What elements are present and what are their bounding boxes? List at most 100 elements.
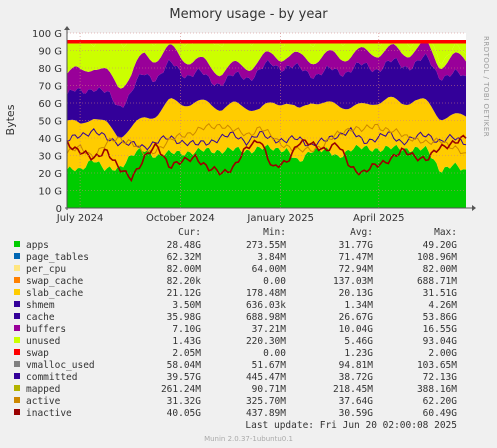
legend-swatch [14,241,20,247]
legend-value: 1.43G [172,336,201,347]
legend-label: mapped [26,384,60,395]
legend-swatch [14,337,20,343]
legend-label: inactive [26,408,72,419]
line-committed [66,126,467,151]
legend-label: swap_cache [26,276,83,287]
legend-value: 53.86G [423,312,458,323]
legend-value: 93.04G [423,336,458,347]
legend-label: unused [26,336,60,347]
legend-value: 437.89M [246,408,286,419]
legend-label: apps [26,240,49,251]
legend-value: 3.84M [257,252,286,263]
x-tick-label: April 2025 [353,213,404,224]
legend-value: 31.51G [423,288,458,299]
legend-value: 2.00G [428,348,457,359]
x-axis-arrow [472,205,476,211]
legend-value: 28.48G [167,240,202,251]
legend-value: 261.24M [161,384,201,395]
legend-value: 62.20G [423,396,458,407]
legend-swatch [14,265,20,271]
area-unused [67,40,466,89]
legend-column-header: Cur: [178,227,201,238]
legend-value: 325.70M [246,396,286,407]
legend-swatch [14,361,20,367]
legend-value: 37.21M [252,324,287,335]
legend-value: 7.10G [172,324,201,335]
last-update: Last update: Fri Jun 20 02:00:08 2025 [245,420,457,431]
legend-swatch [14,373,20,379]
legend-column-header: Avg: [350,227,373,238]
y-tick-label: 30 G [38,152,62,163]
legend-value: 688.71M [417,276,457,287]
legend-swatch [14,385,20,391]
legend-value: 10.04G [339,324,374,335]
legend-value: 273.55M [246,240,286,251]
legend-value: 1.23G [344,348,373,359]
y-tick-label: 70 G [38,82,62,93]
legend-column-header: Min: [263,227,286,238]
area-cache [67,53,466,139]
legend-value: 220.30M [246,336,286,347]
legend-swatch [14,277,20,283]
legend-label: per_cpu [26,264,66,275]
munin-footer: Munin 2.0.37-1ubuntu0.1 [204,435,293,443]
legend-value: 37.64G [339,396,374,407]
y-tick-label: 50 G [38,117,62,128]
y-axis-arrow [64,26,70,30]
legend-value: 71.47M [339,252,374,263]
legend-value: 38.72G [339,372,374,383]
legend-value: 51.67M [252,360,287,371]
legend-value: 20.13G [339,288,374,299]
legend-value: 103.65M [417,360,457,371]
legend-swatch [14,325,20,331]
legend-value: 4.26M [428,300,457,311]
legend-value: 636.03k [246,300,286,311]
legend-value: 688.98M [246,312,286,323]
line-inactive [66,134,467,183]
legend-value: 90.71M [252,384,287,395]
legend-label: buffers [26,324,66,335]
legend-value: 94.81M [339,360,374,371]
legend-value: 26.67G [339,312,374,323]
legend-value: 64.00M [252,264,287,275]
legend-value: 58.04M [167,360,202,371]
legend-value: 137.03M [333,276,373,287]
legend-swatch [14,409,20,415]
legend-value: 35.98G [167,312,202,323]
legend-label: swap [26,348,49,359]
legend-value: 82.00M [423,264,458,275]
legend-value: 82.20k [167,276,202,287]
legend-value: 62.32M [167,252,202,263]
legend-value: 31.77G [339,240,374,251]
legend-value: 39.57G [167,372,202,383]
x-tick-label: July 2024 [56,213,104,224]
area-buffers [67,40,466,108]
legend-value: 60.49G [423,408,458,419]
legend-value: 108.96M [417,252,457,263]
y-tick-label: 90 G [38,47,62,58]
legend-value: 31.32G [167,396,202,407]
rrdtool-label: RRDTOOL / TOBI OETIKER [482,36,490,137]
legend-swatch [14,301,20,307]
x-tick-label: January 2025 [246,213,314,224]
legend-value: 16.55G [423,324,458,335]
legend-label: vmalloc_used [26,360,95,371]
y-tick-label: 40 G [38,134,62,145]
legend-label: page_tables [26,252,89,263]
y-axis-label: Bytes [4,104,17,135]
legend-value: 2.05M [172,348,201,359]
area-swap [67,40,466,44]
legend-label: slab_cache [26,288,83,299]
legend-value: 30.59G [339,408,374,419]
legend-value: 5.46G [344,336,373,347]
legend-value: 49.20G [423,240,458,251]
line-active [66,122,467,160]
legend-label: shmem [26,300,55,311]
y-tick-label: 80 G [38,64,62,75]
legend-swatch [14,289,20,295]
y-tick-label: 10 G [38,187,62,198]
legend-swatch [14,349,20,355]
legend-value: 40.05G [167,408,202,419]
